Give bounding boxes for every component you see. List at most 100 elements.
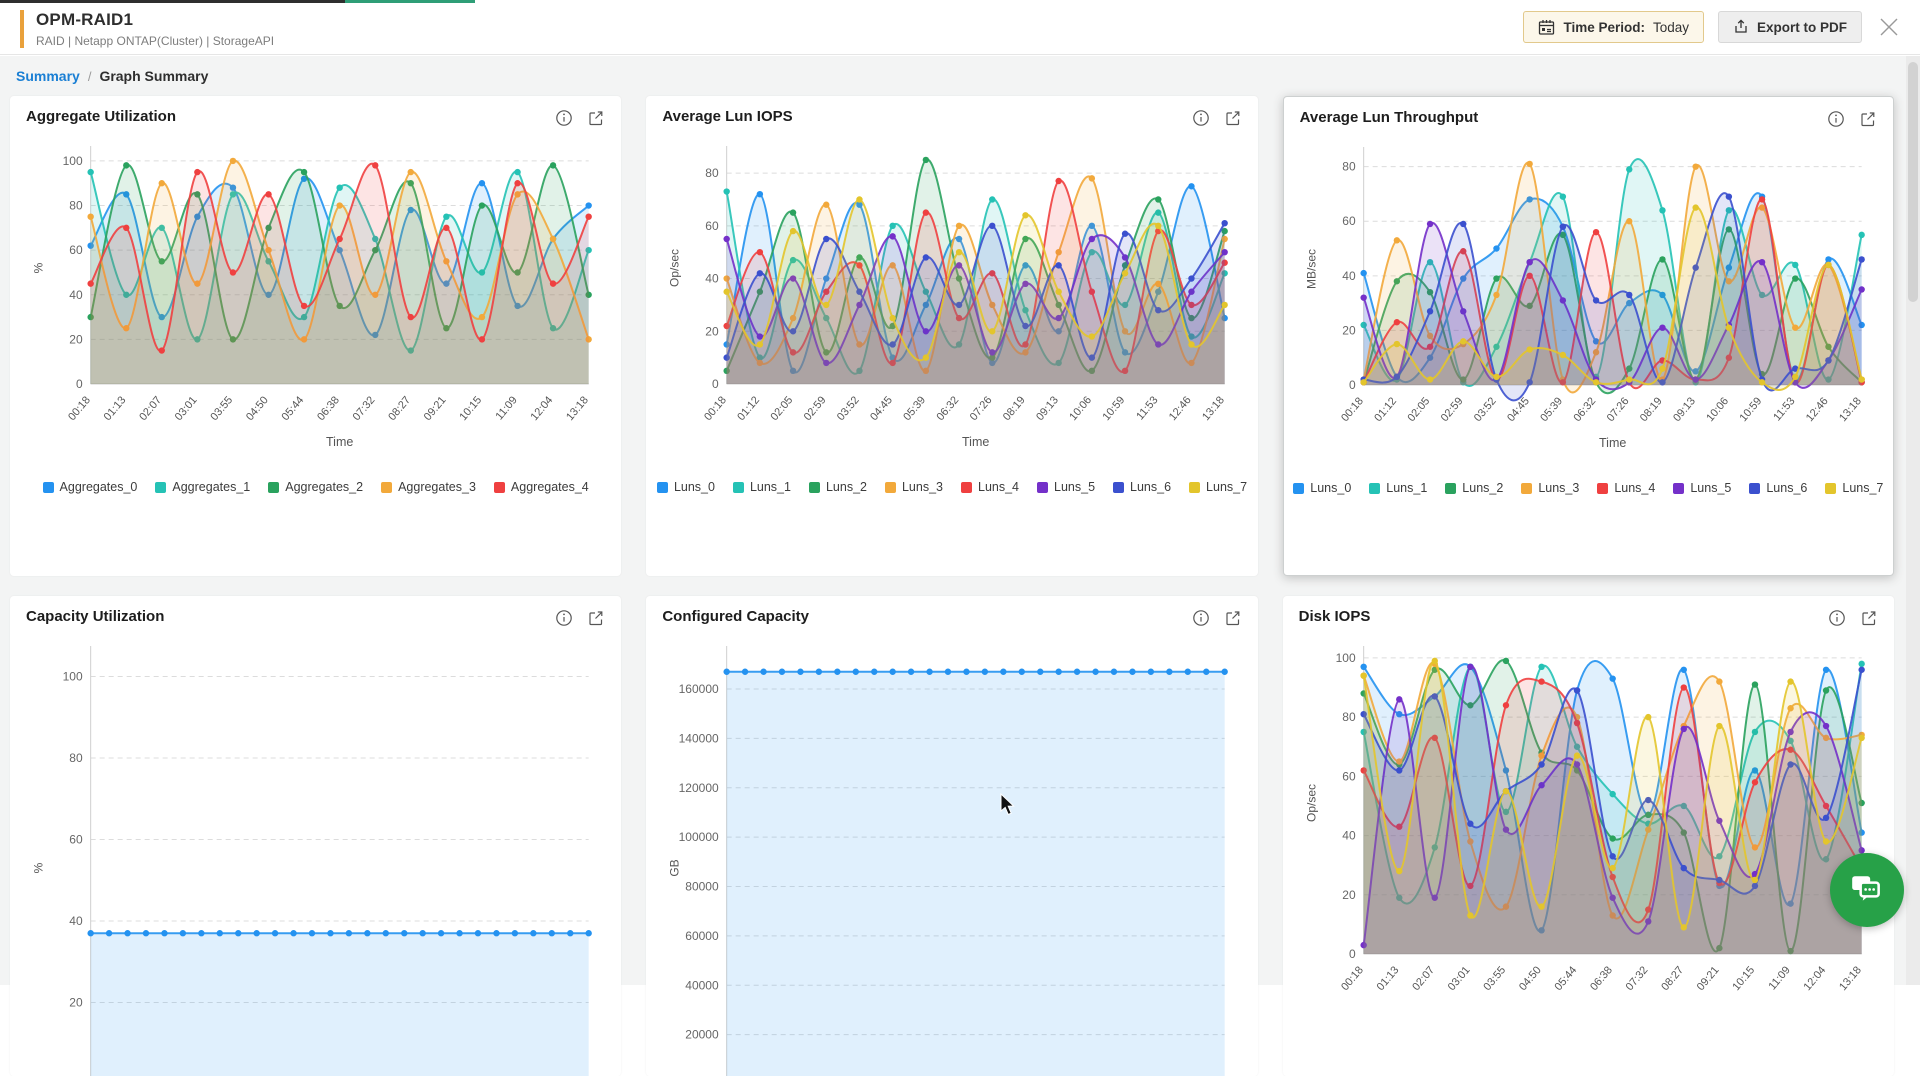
close-button[interactable]: [1876, 14, 1902, 40]
breadcrumb: Summary / Graph Summary: [0, 56, 1920, 94]
legend-item[interactable]: Luns_7: [1189, 480, 1247, 494]
popout-icon[interactable]: [587, 609, 605, 627]
info-icon[interactable]: [1192, 109, 1210, 127]
top-strip-dark: [0, 0, 345, 3]
info-icon[interactable]: [1827, 110, 1845, 128]
legend-item[interactable]: Aggregates_4: [493, 480, 589, 494]
legend-item[interactable]: Luns_2: [1445, 481, 1503, 495]
legend-item[interactable]: Luns_5: [1673, 481, 1731, 495]
svg-text:02:59: 02:59: [802, 394, 829, 423]
chart-canvas: 0 20 40 60 80 100% 00:18 01:13 02:07 03:01 03:55 04…: [32, 146, 592, 449]
legend-item[interactable]: Aggregates_1: [155, 480, 250, 494]
svg-text:03:52: 03:52: [835, 394, 862, 423]
page-subtitle: RAID | Netapp ONTAP(Cluster) | StorageAP…: [36, 34, 275, 48]
svg-text:MB/sec: MB/sec: [1304, 249, 1318, 289]
legend-item[interactable]: Luns_6: [1749, 481, 1807, 495]
info-icon[interactable]: [1828, 609, 1846, 627]
legend-item[interactable]: Luns_3: [884, 480, 943, 494]
legend-item[interactable]: Luns_0: [1293, 481, 1351, 495]
legend-item[interactable]: Luns_0: [656, 480, 715, 494]
svg-text:%: %: [32, 262, 46, 273]
svg-text:60: 60: [69, 243, 83, 257]
legend-swatch: [268, 481, 280, 493]
legend-label: Luns_1: [749, 480, 791, 494]
legend-item[interactable]: Luns_3: [1521, 481, 1579, 495]
svg-text:01:13: 01:13: [102, 394, 129, 423]
svg-text:11:53: 11:53: [1771, 395, 1797, 423]
info-icon[interactable]: [555, 109, 573, 127]
legend-label: Luns_0: [673, 480, 715, 494]
legend-swatch: [381, 481, 393, 493]
svg-text:160000: 160000: [679, 682, 719, 696]
popout-icon[interactable]: [1860, 609, 1878, 627]
svg-text:00:18: 00:18: [702, 394, 729, 423]
chart-title: Average Lun IOPS: [662, 108, 793, 125]
chart-title: Aggregate Utilization: [26, 108, 177, 125]
chat-icon: [1852, 876, 1880, 901]
svg-text:100: 100: [63, 154, 83, 168]
svg-text:Time: Time: [1599, 436, 1626, 450]
svg-text:140000: 140000: [679, 731, 719, 745]
vertical-scrollbar[interactable]: [1906, 56, 1920, 985]
legend-label: Luns_7: [1206, 480, 1248, 494]
svg-text:100000: 100000: [679, 830, 719, 844]
legend-label: Luns_3: [1538, 481, 1580, 495]
svg-text:08:27: 08:27: [1659, 964, 1686, 993]
popout-icon[interactable]: [1224, 609, 1242, 627]
legend-swatch: [1445, 482, 1457, 494]
svg-text:03:01: 03:01: [1445, 964, 1472, 993]
legend-item[interactable]: Luns_5: [1037, 480, 1095, 494]
svg-text:40000: 40000: [686, 978, 720, 992]
legend-item[interactable]: Luns_4: [961, 480, 1019, 494]
legend-swatch: [961, 481, 972, 493]
popout-icon[interactable]: [1224, 109, 1242, 127]
legend-item[interactable]: Aggregates_2: [268, 480, 363, 494]
svg-text:10:06: 10:06: [1068, 394, 1095, 423]
breadcrumb-separator: /: [87, 68, 92, 84]
legend-item[interactable]: Luns_7: [1825, 481, 1883, 495]
svg-text:03:55: 03:55: [208, 394, 235, 423]
legend-swatch: [1825, 482, 1837, 494]
legend-item[interactable]: Luns_2: [808, 480, 867, 494]
legend-label: Luns_4: [978, 480, 1020, 494]
svg-text:05:44: 05:44: [1552, 964, 1579, 993]
popout-icon[interactable]: [587, 109, 605, 127]
legend-label: Aggregates_2: [285, 480, 364, 494]
calendar-icon: [1538, 19, 1555, 36]
svg-text:80: 80: [706, 166, 720, 180]
chat-button[interactable]: [1830, 853, 1904, 927]
svg-text:06:38: 06:38: [315, 394, 342, 423]
legend-item[interactable]: Luns_4: [1597, 481, 1655, 495]
legend-item[interactable]: Luns_1: [732, 480, 791, 494]
chart-title: Capacity Utilization: [26, 608, 165, 625]
chart-title: Average Lun Throughput: [1299, 109, 1479, 126]
legend-item[interactable]: Aggregates_0: [42, 480, 137, 494]
svg-text:07:32: 07:32: [351, 394, 378, 423]
svg-text:40: 40: [1342, 829, 1356, 843]
time-period-button[interactable]: Time Period: Today: [1523, 11, 1704, 43]
export-pdf-button[interactable]: Export to PDF: [1718, 11, 1862, 43]
close-icon: [1880, 18, 1898, 36]
legend-swatch: [42, 481, 54, 493]
svg-text:01:12: 01:12: [1372, 395, 1399, 424]
legend-item[interactable]: Luns_6: [1113, 480, 1171, 494]
page-header: OPM-RAID1 RAID | Netapp ONTAP(Cluster) |…: [0, 3, 1920, 55]
accent-bar: [20, 10, 24, 48]
svg-text:%: %: [32, 862, 46, 873]
svg-text:07:26: 07:26: [1604, 395, 1631, 424]
legend-swatch: [808, 481, 820, 493]
svg-text:120000: 120000: [679, 781, 719, 795]
svg-text:02:07: 02:07: [137, 394, 164, 423]
breadcrumb-summary-link[interactable]: Summary: [16, 68, 80, 84]
export-pdf-label: Export to PDF: [1757, 19, 1847, 35]
info-icon[interactable]: [1192, 609, 1210, 627]
legend-item[interactable]: Luns_1: [1369, 481, 1427, 495]
legend-label: Luns_1: [1386, 481, 1428, 495]
legend-item[interactable]: Aggregates_3: [381, 480, 476, 494]
scrollbar-thumb[interactable]: [1908, 62, 1918, 302]
svg-text:10:06: 10:06: [1704, 395, 1731, 424]
popout-icon[interactable]: [1859, 110, 1877, 128]
time-period-label: Time Period:: [1563, 19, 1645, 35]
info-icon[interactable]: [555, 609, 573, 627]
top-strip-green: [345, 0, 475, 3]
